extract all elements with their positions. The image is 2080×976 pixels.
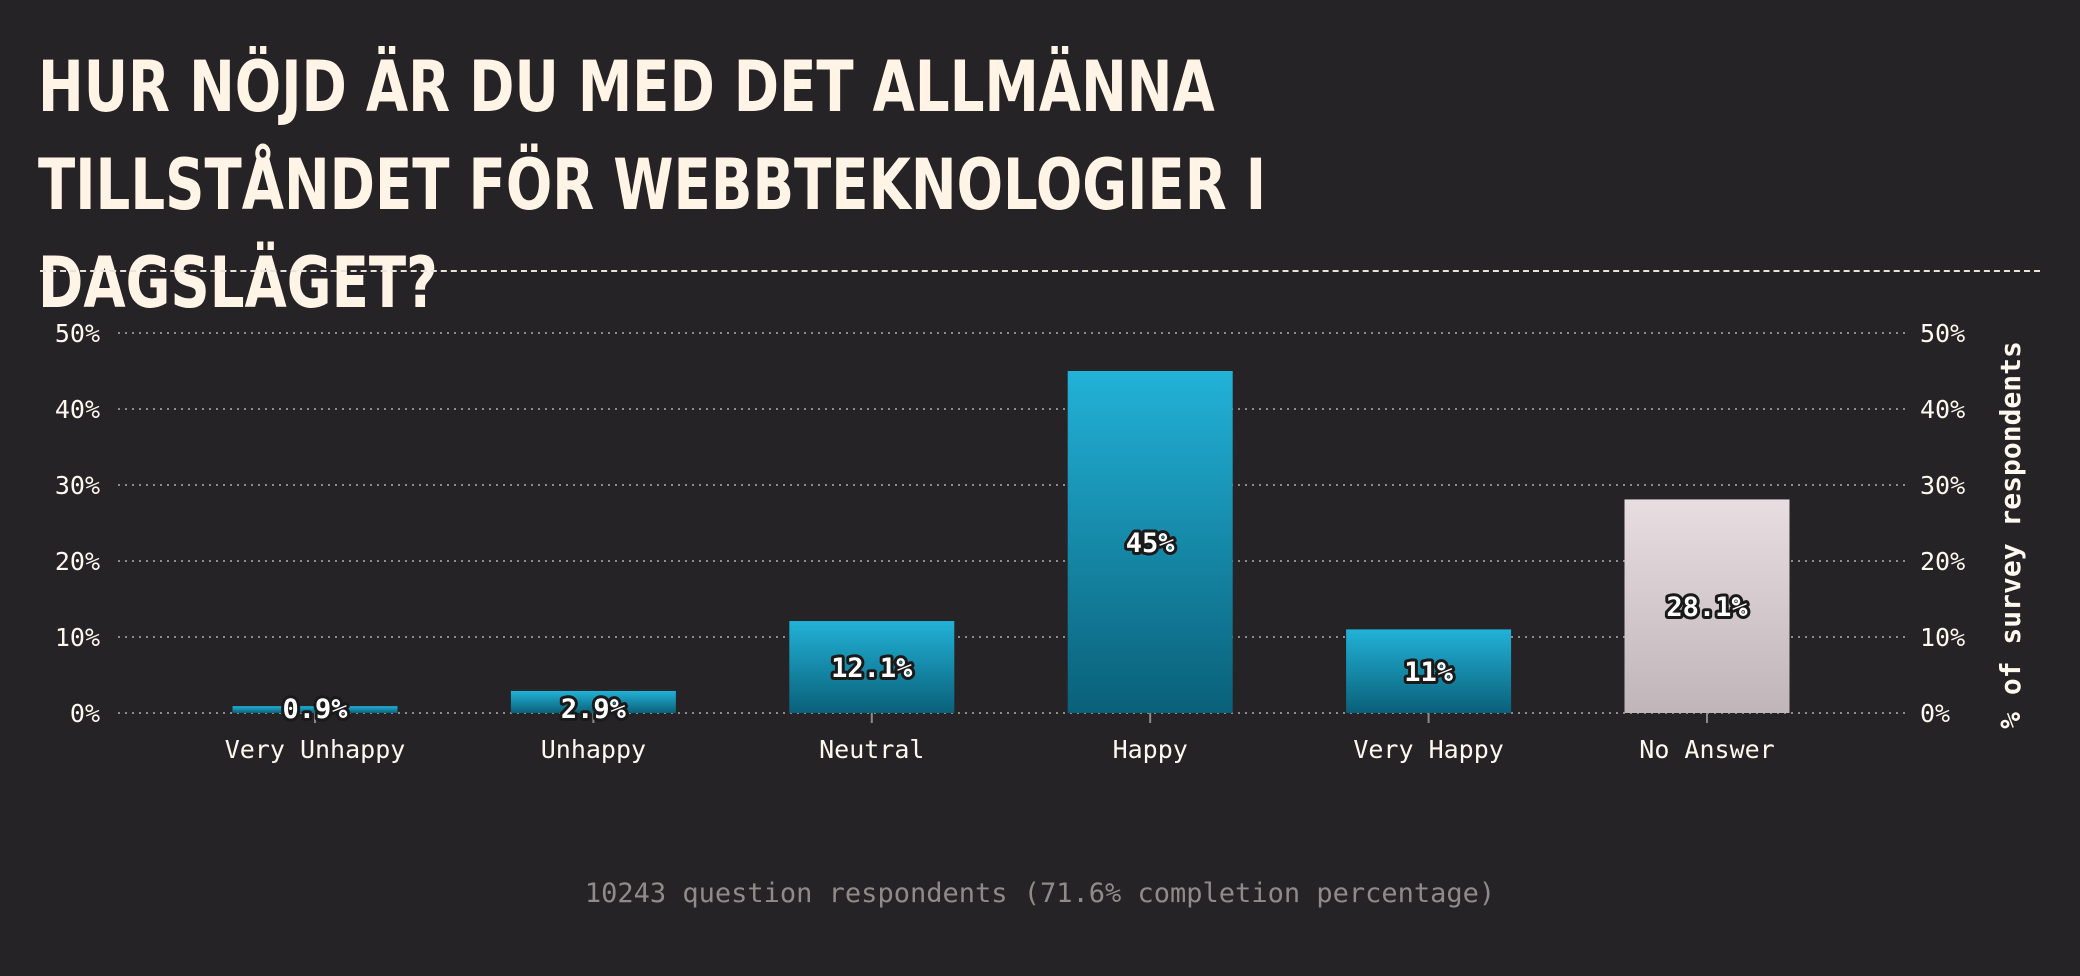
y-tick-label-right: 10% xyxy=(1920,623,1965,652)
data-label: 28.1% xyxy=(1666,592,1748,623)
y-tick-label-right: 0% xyxy=(1920,699,1950,728)
y-tick-label-left: 10% xyxy=(55,623,100,652)
data-label: 11% xyxy=(1404,657,1454,688)
y-tick-label-left: 40% xyxy=(55,395,100,424)
y-tick-label-right: 30% xyxy=(1920,471,1965,500)
y-tick-label-right: 20% xyxy=(1920,547,1965,576)
y-tick-label-left: 30% xyxy=(55,471,100,500)
y-axis-title: % of survey respondents xyxy=(1994,341,2027,729)
respondents-footer: 10243 question respondents (71.6% comple… xyxy=(584,878,1496,909)
data-label: 45% xyxy=(1126,528,1176,559)
y-tick-label-left: 50% xyxy=(55,319,100,348)
x-tick-label: Very Unhappy xyxy=(225,735,406,764)
bar-happy xyxy=(1067,371,1233,713)
data-label: 12.1% xyxy=(831,653,913,684)
y-tick-label-right: 50% xyxy=(1920,319,1965,348)
bar-no-answer xyxy=(1624,499,1790,713)
data-label: 0.9% xyxy=(282,694,348,725)
x-tick-label: Unhappy xyxy=(541,735,646,764)
x-tick-label: Very Happy xyxy=(1353,735,1504,764)
bar-very-unhappy xyxy=(232,706,398,713)
bar-very-happy xyxy=(1346,629,1512,713)
title-divider xyxy=(40,270,2040,272)
bar-neutral xyxy=(789,621,955,713)
x-tick-label: Happy xyxy=(1113,735,1188,764)
x-tick-label: Neutral xyxy=(819,735,924,764)
chart-title: Hur nöjd är du med det allmänna tillstån… xyxy=(38,46,1267,324)
data-label: 2.9% xyxy=(561,694,627,725)
bar-unhappy xyxy=(510,690,676,713)
y-tick-label-left: 0% xyxy=(70,699,100,728)
y-tick-label-left: 20% xyxy=(55,547,100,576)
x-tick-label: No Answer xyxy=(1639,735,1774,764)
y-tick-label-right: 40% xyxy=(1920,395,1965,424)
